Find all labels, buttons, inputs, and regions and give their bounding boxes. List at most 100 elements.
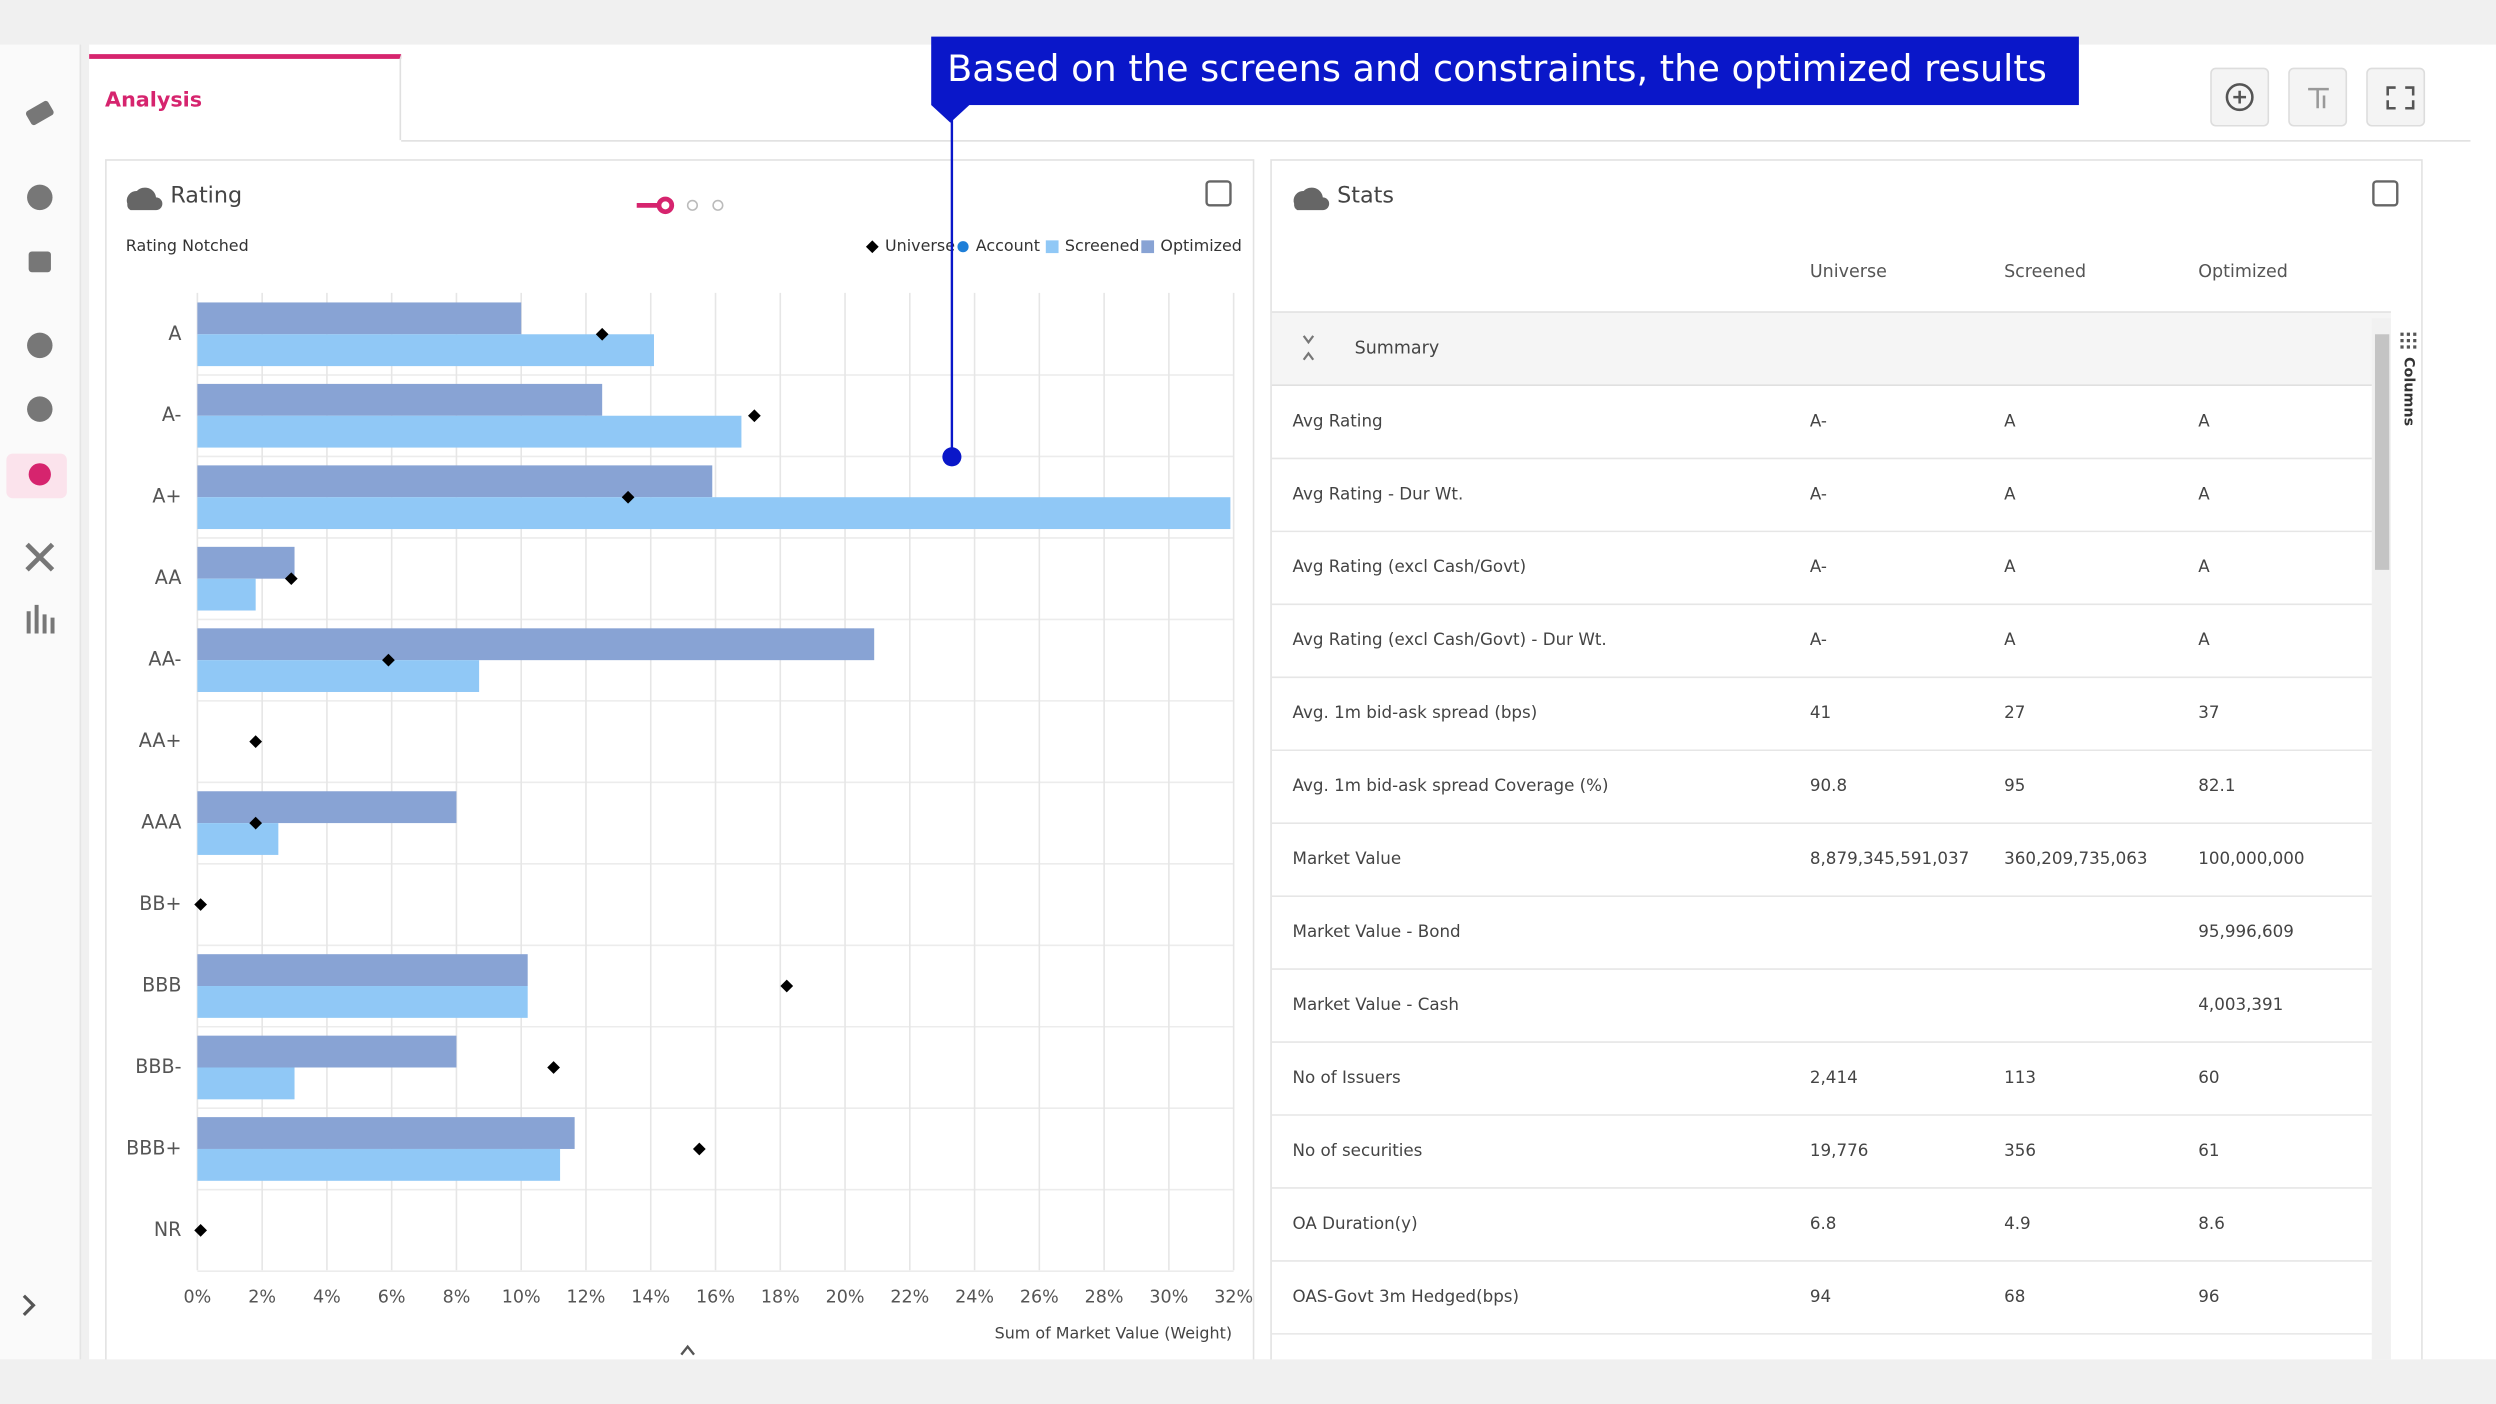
row-label: OAS-Govt 3m Hedged(bps) xyxy=(1293,1286,1520,1306)
legend-marker xyxy=(865,240,879,254)
legend-label: Screened xyxy=(1065,236,1140,255)
point xyxy=(692,1142,706,1156)
icon[interactable] xyxy=(28,463,51,486)
panel-title: Stats xyxy=(1337,182,1394,208)
bar xyxy=(197,791,457,824)
scroll-thumb xyxy=(2374,334,2390,570)
row-label: Market Value - Cash xyxy=(1293,994,1459,1014)
icon[interactable] xyxy=(28,251,51,273)
y-tick-label: AA- xyxy=(148,648,181,671)
legend-label: Account xyxy=(976,236,1040,255)
chart-subtitle: Rating Notched xyxy=(126,236,249,255)
cell: A- xyxy=(1810,556,1827,576)
cell: A xyxy=(2004,410,2016,430)
x-tick-label: 10% xyxy=(502,1287,541,1307)
cell: 8,879,345,591,037 xyxy=(1810,848,1969,868)
y-tick-label: NR xyxy=(154,1218,182,1241)
expand-icon[interactable] xyxy=(22,1294,36,1316)
y-tick-label: BBB+ xyxy=(126,1136,181,1159)
bar xyxy=(197,546,295,579)
icon[interactable] xyxy=(27,332,53,359)
cell: 113 xyxy=(2004,1067,2036,1087)
bottom-bar xyxy=(0,1359,2496,1404)
tab-strip-line xyxy=(401,140,2471,142)
columns-icon[interactable] xyxy=(2400,332,2417,349)
bar xyxy=(197,986,528,1018)
bar xyxy=(197,497,1231,530)
x-tick-label: 8% xyxy=(443,1287,471,1307)
y-tick-label: A- xyxy=(162,403,182,426)
x-tick-label: 16% xyxy=(696,1287,735,1307)
collapse-icon[interactable] xyxy=(680,1344,695,1356)
cell: A xyxy=(2198,556,2210,576)
chart-icon[interactable] xyxy=(1205,180,1232,207)
row-label: Avg. 1m bid-ask spread Coverage (%) xyxy=(1293,775,1609,795)
x-tick-label: 32% xyxy=(1214,1287,1253,1307)
cell: A- xyxy=(1810,410,1827,430)
x-tick-label: 28% xyxy=(1085,1287,1124,1307)
y-tick-label: BB+ xyxy=(139,892,181,915)
icon[interactable] xyxy=(25,100,55,127)
cloud-icon[interactable] xyxy=(126,187,163,211)
column-header: Universe xyxy=(1810,262,1887,282)
cell: 6.8 xyxy=(1810,1213,1837,1233)
point xyxy=(249,816,263,830)
text-icon xyxy=(2308,87,2329,109)
cell: A xyxy=(2198,410,2210,430)
sidebar-icons xyxy=(6,100,67,1316)
scrollbar xyxy=(2371,318,2391,1360)
pager xyxy=(636,196,724,215)
point xyxy=(249,735,263,748)
cloud-icon[interactable] xyxy=(1293,187,1330,211)
pager-active[interactable] xyxy=(656,196,675,215)
cell: 82.1 xyxy=(2198,775,2235,795)
point xyxy=(748,409,761,423)
bar xyxy=(197,823,279,855)
pager-dot[interactable] xyxy=(712,199,724,211)
icon[interactable] xyxy=(27,396,53,422)
icon[interactable] xyxy=(25,542,55,572)
button[interactable] xyxy=(2366,67,2426,127)
summary-row-bg xyxy=(1271,311,2391,386)
x-tick-label: 26% xyxy=(1020,1287,1059,1307)
row-label: Avg. 1m bid-ask spread (bps) xyxy=(1293,702,1538,722)
row-label: Avg Rating (excl Cash/Govt) - Dur Wt. xyxy=(1293,629,1607,649)
cell: 68 xyxy=(2004,1286,2025,1306)
y-tick-label: AA xyxy=(155,566,182,589)
pager-dot[interactable] xyxy=(686,199,699,211)
cell: 8.6 xyxy=(2198,1213,2225,1233)
bar xyxy=(197,383,603,416)
row-label: Avg Rating - Dur Wt. xyxy=(1293,483,1464,503)
cell: 37 xyxy=(2198,702,2219,722)
bar xyxy=(197,1067,295,1100)
x-axis-label: Sum of Market Value (Weight) xyxy=(995,1323,1232,1342)
y-tick-label: BBB xyxy=(142,974,181,997)
chart-icon[interactable] xyxy=(2372,180,2399,207)
icon[interactable] xyxy=(27,184,53,211)
cell: A xyxy=(2004,483,2016,503)
cell: 356 xyxy=(2004,1140,2036,1160)
x-tick-label: 24% xyxy=(955,1287,994,1307)
x-tick-label: 18% xyxy=(761,1287,800,1307)
bar xyxy=(197,660,480,692)
cell: 90.8 xyxy=(1810,775,1847,795)
legend-label: Optimized xyxy=(1160,236,1241,255)
y-tick-label: A xyxy=(168,322,181,345)
tab[interactable]: Analysis xyxy=(89,54,402,141)
columns-tab[interactable]: Columns xyxy=(2400,357,2416,426)
bar xyxy=(197,628,875,661)
point xyxy=(194,1224,207,1237)
icon[interactable] xyxy=(26,604,55,634)
point xyxy=(780,979,794,993)
legend-marker xyxy=(957,241,969,253)
bar xyxy=(197,1117,575,1149)
x-tick-label: 2% xyxy=(248,1287,276,1307)
cell: 96 xyxy=(2198,1286,2219,1306)
cell: 61 xyxy=(2198,1140,2219,1160)
y-tick-label: AAA xyxy=(141,811,181,834)
collapse-icon[interactable] xyxy=(1302,335,1315,361)
stats-table: Universe Screened Optimized Summary Avg Rati… xyxy=(1271,262,2391,1335)
tab-label: Analysis xyxy=(105,89,203,114)
cell: 4.9 xyxy=(2004,1213,2031,1233)
